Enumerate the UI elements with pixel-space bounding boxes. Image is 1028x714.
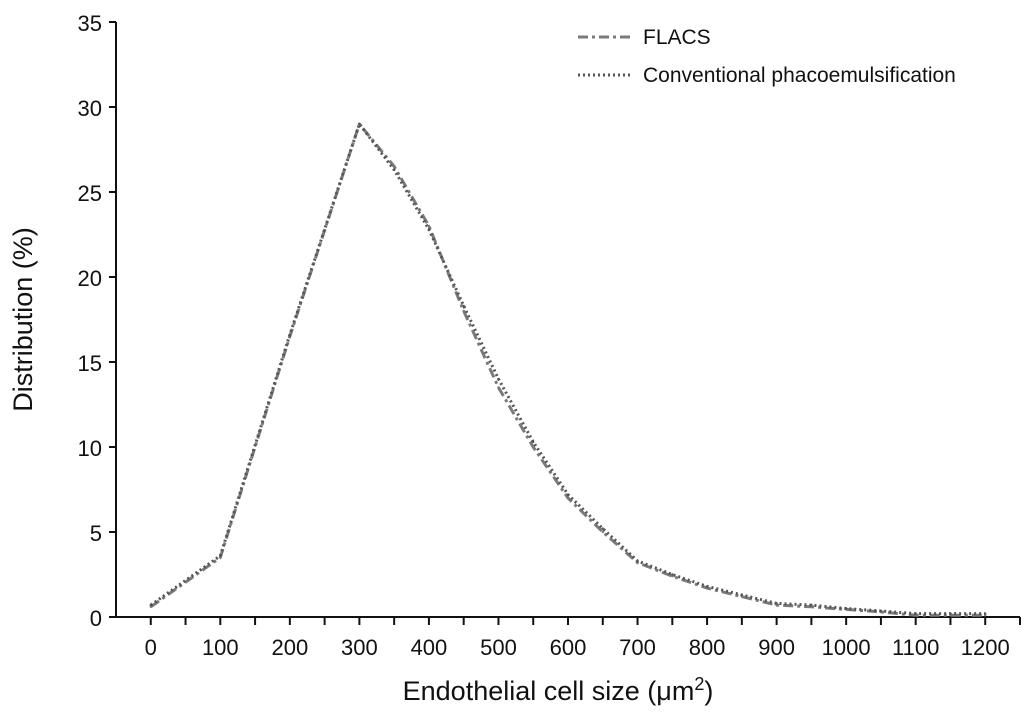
x-tick-label: 1200 <box>961 635 1010 660</box>
data-point-series-1 <box>219 554 222 557</box>
legend-label-flacs: FLACS <box>643 26 711 49</box>
data-point-series-1 <box>914 612 917 615</box>
data-point-series-1 <box>879 609 883 613</box>
data-point-series-0 <box>462 309 465 313</box>
y-tick-label: 30 <box>78 96 102 121</box>
x-tick-label: 200 <box>271 635 308 660</box>
y-axis-ticks: 0 5 10 15 20 25 30 35 <box>78 11 116 631</box>
series-layer <box>149 122 987 617</box>
data-point-series-1 <box>462 304 465 308</box>
data-point-series-1 <box>497 377 500 381</box>
data-point-series-1 <box>288 333 291 336</box>
y-tick-label: 20 <box>78 266 102 291</box>
data-point-series-0 <box>566 496 570 500</box>
x-tick-label: 800 <box>689 635 726 660</box>
data-point-series-0 <box>532 445 535 449</box>
legend-item-flacs: FLACS <box>578 26 711 49</box>
x-tick-label: 600 <box>550 635 587 660</box>
x-tick-label: 700 <box>619 635 656 660</box>
data-point-series-0 <box>497 386 500 389</box>
data-point-series-1 <box>601 527 604 530</box>
data-point-series-1 <box>845 607 848 610</box>
y-tick-label: 10 <box>78 436 102 461</box>
legend-label-conventional: Conventional phacoemulsification <box>643 64 956 87</box>
data-point-series-1 <box>984 612 987 615</box>
legend: FLACS Conventional phacoemulsification <box>578 26 956 87</box>
x-axis-title-base: Endothelial cell size (μm <box>403 676 695 706</box>
data-point-series-1 <box>671 573 674 576</box>
data-point-series-1 <box>532 440 535 444</box>
series-line-1 <box>149 122 986 616</box>
y-tick-label: 0 <box>90 606 102 631</box>
y-tick-label: 15 <box>78 351 102 376</box>
x-tick-label: 500 <box>480 635 517 660</box>
data-point-series-0 <box>393 165 396 168</box>
data-point-series-0 <box>601 530 604 534</box>
x-tick-label: 1100 <box>892 635 939 660</box>
x-tick-label: 400 <box>411 635 448 660</box>
x-axis-title-close: ) <box>704 676 713 706</box>
y-tick-label: 25 <box>78 181 102 206</box>
data-point-series-1 <box>810 603 813 607</box>
y-tick-label: 5 <box>90 521 102 546</box>
data-point-series-1 <box>775 602 778 605</box>
x-tick-label: 100 <box>202 635 239 660</box>
data-point-series-0 <box>671 575 674 578</box>
x-axis-title-sup: 2 <box>694 674 704 694</box>
x-axis-ticks: 0 100 200 300 400 500 600 700 800 900 1000 1100 1200 <box>145 617 1021 660</box>
legend-item-conventional: Conventional phacoemulsification <box>578 64 956 87</box>
data-point-series-1 <box>705 585 709 588</box>
y-tick-label: 35 <box>78 11 102 36</box>
data-point-series-1 <box>358 122 361 126</box>
x-tick-label: 1000 <box>822 635 871 660</box>
data-point-series-1 <box>427 228 431 231</box>
data-point-series-1 <box>566 493 570 496</box>
x-tick-label: 900 <box>758 635 795 660</box>
data-point-series-1 <box>393 168 396 172</box>
x-axis-title: Endothelial cell size (μm2) <box>403 674 714 706</box>
data-point-series-0 <box>149 605 152 608</box>
x-tick-label: 0 <box>145 635 157 660</box>
data-point-series-1 <box>636 559 639 563</box>
data-point-series-1 <box>740 593 743 597</box>
data-point-series-1 <box>149 603 152 607</box>
y-axis-title: Distribution (%) <box>8 227 38 412</box>
series-line-0 <box>149 122 986 617</box>
data-point-series-1 <box>949 612 952 615</box>
x-tick-label: 300 <box>341 635 378 660</box>
